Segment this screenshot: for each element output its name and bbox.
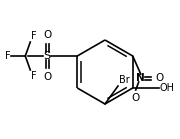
Text: Br: Br <box>119 75 130 85</box>
Text: O: O <box>43 30 51 40</box>
Text: O: O <box>132 93 140 103</box>
Text: F: F <box>31 31 37 41</box>
Text: F: F <box>31 71 37 81</box>
Text: F: F <box>5 51 10 61</box>
Text: O: O <box>43 72 51 82</box>
Text: N: N <box>136 73 145 83</box>
Text: OH: OH <box>160 83 175 93</box>
Text: S: S <box>44 51 51 61</box>
Text: O: O <box>156 73 164 83</box>
